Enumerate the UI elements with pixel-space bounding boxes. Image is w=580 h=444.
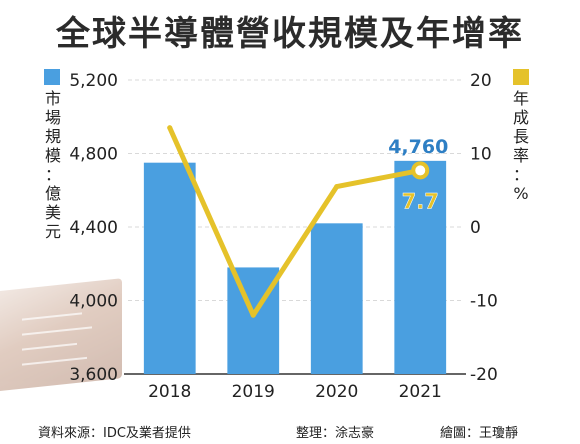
- source-credit: 資料來源：IDC及業者提供: [38, 426, 191, 441]
- left-tick-label: 4,800: [69, 145, 118, 165]
- left-tick-label: 4,000: [69, 292, 118, 312]
- line-value-label: 7.7: [402, 189, 439, 213]
- axis-title-char: 場: [45, 108, 61, 127]
- editor-credit: 整理：涂志豪: [296, 426, 375, 441]
- line-point: [167, 125, 173, 131]
- growth-line: [167, 125, 423, 318]
- axis-title-char: 美: [45, 203, 61, 222]
- left-tick-label: 3,600: [69, 365, 118, 385]
- axis-title-char: 率: [513, 146, 529, 165]
- left-axis: 3,600 4,000 4,400 4,800 5,200: [69, 71, 118, 385]
- axis-title-char: 市: [45, 89, 61, 108]
- line-point: [250, 312, 256, 318]
- x-tick-label: 2018: [148, 382, 191, 402]
- line-point: [411, 161, 430, 180]
- bar-series: [143, 160, 447, 374]
- right-axis: -20 -10 0 10 20: [470, 71, 498, 385]
- bar: [143, 162, 196, 374]
- axis-title-char: 長: [513, 127, 529, 146]
- right-tick-label: -20: [470, 365, 498, 385]
- bar: [310, 223, 363, 374]
- axis-title-char: 元: [45, 222, 61, 241]
- x-axis: 2018 2019 2020 2021: [148, 382, 442, 402]
- right-tick-label: 10: [470, 145, 492, 165]
- x-tick-label: 2021: [399, 382, 442, 402]
- footer: 資料來源：IDC及業者提供 整理：涂志豪 繪圖：王瓊靜: [0, 418, 580, 444]
- left-tick-label: 4,400: [69, 218, 118, 238]
- right-tick-label: 20: [470, 71, 492, 91]
- axis-title-char: ：: [45, 165, 61, 184]
- x-tick-label: 2020: [315, 382, 358, 402]
- x-tick-label: 2019: [232, 382, 275, 402]
- bar-value-label: 4,760: [388, 136, 448, 158]
- left-axis-title: 市場規模：億美元: [45, 89, 61, 241]
- left-tick-label: 5,200: [69, 71, 118, 91]
- bar: [394, 160, 447, 374]
- axis-title-char: ：: [513, 165, 529, 184]
- line-legend-swatch: [513, 69, 529, 85]
- line-series: [167, 125, 430, 318]
- right-tick-label: 0: [470, 218, 481, 238]
- axis-title-char: 規: [45, 127, 61, 146]
- axis-title-char: 年: [513, 89, 529, 108]
- line-point: [334, 184, 340, 190]
- illustrator-credit: 繪圖：王瓊靜: [440, 426, 519, 441]
- axis-title-char: 億: [45, 184, 61, 203]
- bar-legend-swatch: [44, 69, 60, 85]
- annotations: 4,760 7.7: [388, 136, 448, 214]
- axis-title-char: 模: [45, 146, 61, 165]
- chart-title: 全球半導體營收規模及年增率: [56, 14, 524, 54]
- right-tick-label: -10: [470, 292, 498, 312]
- right-axis-title: 年成長率：%: [513, 89, 529, 203]
- axis-title-char: 成: [513, 108, 529, 127]
- axis-title-char: %: [513, 184, 528, 203]
